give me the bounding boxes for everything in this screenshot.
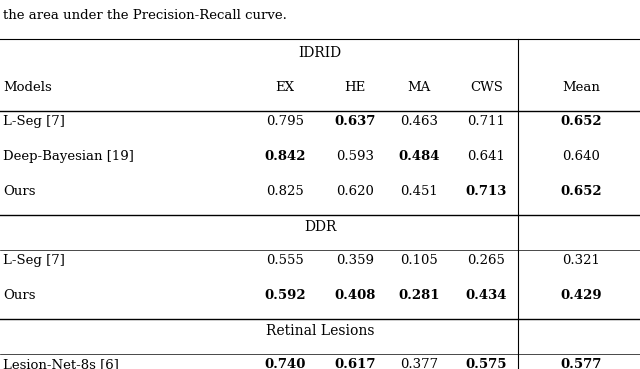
Text: 0.617: 0.617 [335,358,376,369]
Text: 0.105: 0.105 [401,254,438,267]
Text: 0.555: 0.555 [266,254,303,267]
Text: 0.592: 0.592 [264,289,306,302]
Text: 0.359: 0.359 [336,254,374,267]
Text: 0.795: 0.795 [266,115,304,128]
Text: 0.640: 0.640 [562,150,600,163]
Text: 0.593: 0.593 [336,150,374,163]
Text: 0.637: 0.637 [335,115,376,128]
Text: Mean: Mean [562,81,600,94]
Text: 0.377: 0.377 [400,358,438,369]
Text: L-Seg [7]: L-Seg [7] [3,115,65,128]
Text: 0.463: 0.463 [400,115,438,128]
Text: 0.842: 0.842 [264,150,305,163]
Text: the area under the Precision-Recall curve.: the area under the Precision-Recall curv… [3,9,287,22]
Text: 0.575: 0.575 [466,358,507,369]
Text: 0.740: 0.740 [264,358,305,369]
Text: 0.620: 0.620 [336,185,374,198]
Text: Retinal Lesions: Retinal Lesions [266,324,374,338]
Text: 0.652: 0.652 [560,185,602,198]
Text: IDRID: IDRID [298,46,342,60]
Text: MA: MA [408,81,431,94]
Text: 0.408: 0.408 [335,289,376,302]
Text: 0.265: 0.265 [467,254,506,267]
Text: 0.281: 0.281 [399,289,440,302]
Text: 0.713: 0.713 [466,185,507,198]
Text: DDR: DDR [304,220,336,234]
Text: 0.429: 0.429 [560,289,602,302]
Text: 0.825: 0.825 [266,185,303,198]
Text: Models: Models [3,81,52,94]
Text: HE: HE [344,81,366,94]
Text: L-Seg [7]: L-Seg [7] [3,254,65,267]
Text: 0.484: 0.484 [399,150,440,163]
Text: 0.434: 0.434 [466,289,507,302]
Text: Lesion-Net-8s [6]: Lesion-Net-8s [6] [3,358,119,369]
Text: 0.451: 0.451 [401,185,438,198]
Text: 0.652: 0.652 [560,115,602,128]
Text: 0.641: 0.641 [467,150,506,163]
Text: 0.711: 0.711 [467,115,506,128]
Text: Ours: Ours [3,289,36,302]
Text: Ours: Ours [3,185,36,198]
Text: 0.321: 0.321 [562,254,600,267]
Text: 0.577: 0.577 [560,358,602,369]
Text: CWS: CWS [470,81,503,94]
Text: Deep-Bayesian [19]: Deep-Bayesian [19] [3,150,134,163]
Text: EX: EX [275,81,294,94]
